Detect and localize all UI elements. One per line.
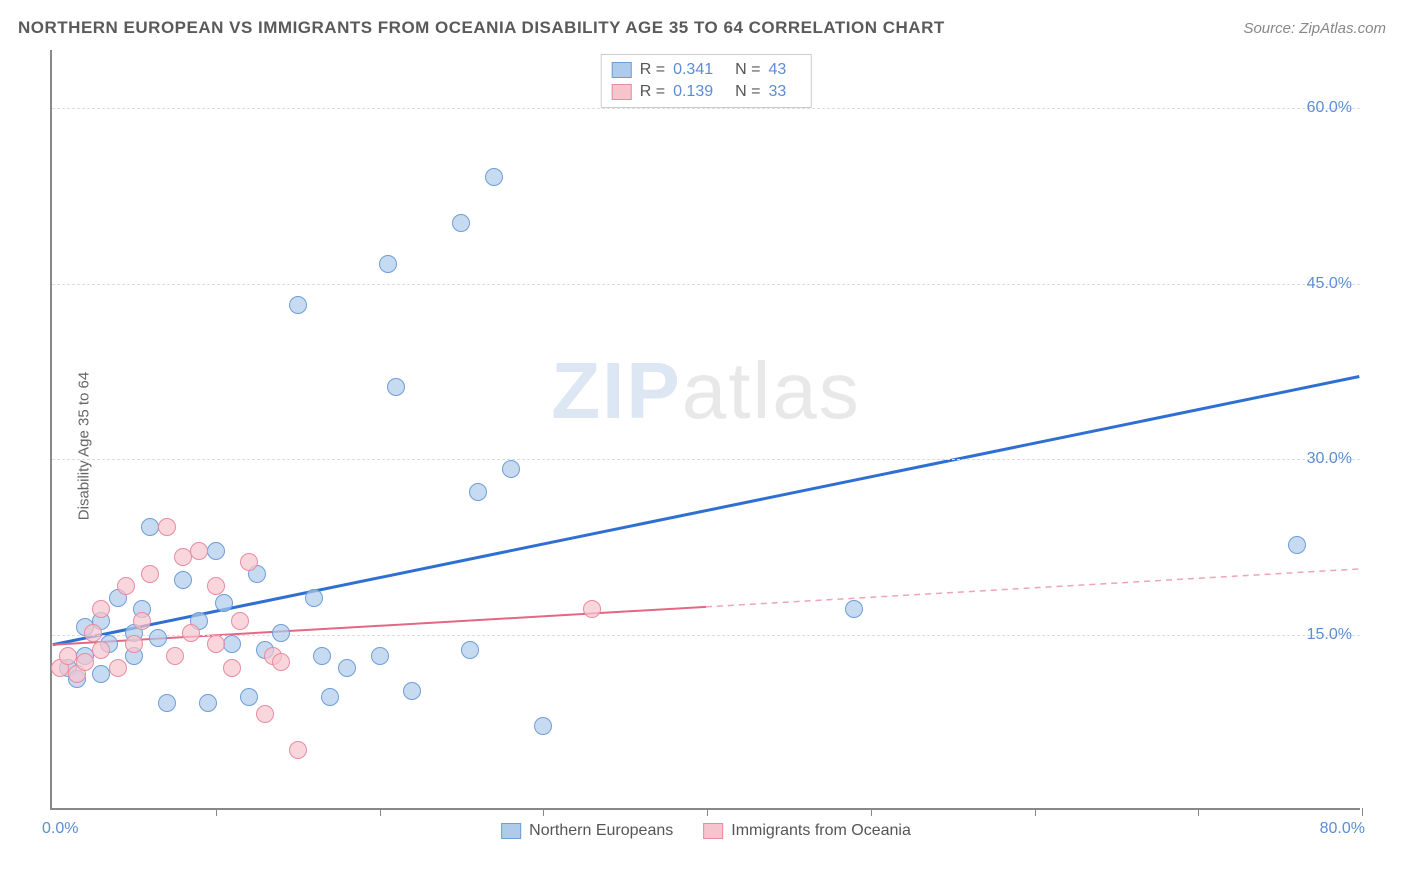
- scatter-point: [845, 600, 863, 618]
- scatter-point: [485, 168, 503, 186]
- scatter-point: [76, 653, 94, 671]
- scatter-point: [534, 717, 552, 735]
- gridline: [52, 635, 1360, 636]
- scatter-point: [59, 647, 77, 665]
- scatter-point: [207, 542, 225, 560]
- r-label: R =: [640, 61, 665, 79]
- chart-title: NORTHERN EUROPEAN VS IMMIGRANTS FROM OCE…: [18, 18, 945, 38]
- scatter-point: [289, 741, 307, 759]
- scatter-point: [272, 653, 290, 671]
- gridline: [52, 108, 1360, 109]
- scatter-point: [289, 296, 307, 314]
- scatter-point: [272, 624, 290, 642]
- scatter-point: [117, 577, 135, 595]
- x-tick: [380, 808, 381, 816]
- x-tick: [216, 808, 217, 816]
- scatter-point: [338, 659, 356, 677]
- scatter-point: [1288, 536, 1306, 554]
- scatter-point: [387, 378, 405, 396]
- scatter-point: [583, 600, 601, 618]
- scatter-point: [371, 647, 389, 665]
- n-value: 33: [768, 83, 786, 101]
- gridline: [52, 459, 1360, 460]
- scatter-point: [141, 518, 159, 536]
- scatter-point: [158, 694, 176, 712]
- scatter-point: [133, 612, 151, 630]
- scatter-point: [174, 548, 192, 566]
- scatter-point: [125, 635, 143, 653]
- legend-series-item-1: Immigrants from Oceania: [703, 822, 911, 840]
- scatter-point: [321, 688, 339, 706]
- scatter-point: [92, 600, 110, 618]
- scatter-point: [207, 635, 225, 653]
- swatch-icon: [612, 62, 632, 78]
- legend-label: Immigrants from Oceania: [731, 822, 911, 840]
- scatter-point: [158, 518, 176, 536]
- scatter-point: [223, 635, 241, 653]
- swatch-icon: [703, 823, 723, 839]
- scatter-point: [240, 553, 258, 571]
- scatter-point: [174, 571, 192, 589]
- scatter-point: [199, 694, 217, 712]
- scatter-point: [109, 659, 127, 677]
- n-label: N =: [735, 61, 760, 79]
- chart-source: Source: ZipAtlas.com: [1243, 20, 1386, 37]
- scatter-point: [379, 255, 397, 273]
- scatter-point: [231, 612, 249, 630]
- swatch-icon: [501, 823, 521, 839]
- x-axis-min-label: 0.0%: [42, 820, 78, 838]
- scatter-point: [469, 483, 487, 501]
- r-value: 0.139: [673, 83, 713, 101]
- x-tick: [1198, 808, 1199, 816]
- scatter-point: [256, 705, 274, 723]
- legend-series-item-0: Northern Europeans: [501, 822, 673, 840]
- chart-header: NORTHERN EUROPEAN VS IMMIGRANTS FROM OCE…: [18, 18, 1386, 38]
- legend-label: Northern Europeans: [529, 822, 673, 840]
- r-value: 0.341: [673, 61, 713, 79]
- scatter-point: [502, 460, 520, 478]
- scatter-point: [452, 214, 470, 232]
- scatter-point: [182, 624, 200, 642]
- x-axis-max-label: 80.0%: [1320, 820, 1365, 838]
- y-tick-label: 30.0%: [1307, 450, 1352, 468]
- x-tick: [1362, 808, 1363, 816]
- scatter-point: [92, 641, 110, 659]
- scatter-point: [207, 577, 225, 595]
- y-tick-label: 15.0%: [1307, 626, 1352, 644]
- legend-stats-row-1: R = 0.139 N = 33: [612, 81, 801, 103]
- watermark: ZIPatlas: [551, 345, 860, 437]
- x-tick: [871, 808, 872, 816]
- y-tick-label: 45.0%: [1307, 275, 1352, 293]
- scatter-point: [190, 542, 208, 560]
- n-label: N =: [735, 83, 760, 101]
- y-tick-label: 60.0%: [1307, 99, 1352, 117]
- plot-area: ZIPatlas R = 0.341 N = 43 R = 0.139 N = …: [50, 50, 1360, 810]
- scatter-point: [215, 594, 233, 612]
- x-tick: [1035, 808, 1036, 816]
- gridline: [52, 284, 1360, 285]
- scatter-point: [92, 665, 110, 683]
- legend-stats: R = 0.341 N = 43 R = 0.139 N = 33: [601, 54, 812, 108]
- swatch-icon: [612, 84, 632, 100]
- n-value: 43: [768, 61, 786, 79]
- watermark-part1: ZIP: [551, 346, 681, 435]
- r-label: R =: [640, 83, 665, 101]
- legend-series: Northern Europeans Immigrants from Ocean…: [501, 822, 911, 840]
- x-tick: [543, 808, 544, 816]
- watermark-part2: atlas: [682, 346, 861, 435]
- scatter-point: [313, 647, 331, 665]
- scatter-point: [141, 565, 159, 583]
- scatter-point: [305, 589, 323, 607]
- scatter-point: [84, 624, 102, 642]
- scatter-point: [223, 659, 241, 677]
- scatter-point: [403, 682, 421, 700]
- scatter-point: [166, 647, 184, 665]
- scatter-point: [240, 688, 258, 706]
- x-tick: [707, 808, 708, 816]
- scatter-point: [461, 641, 479, 659]
- scatter-point: [149, 629, 167, 647]
- legend-stats-row-0: R = 0.341 N = 43: [612, 59, 801, 81]
